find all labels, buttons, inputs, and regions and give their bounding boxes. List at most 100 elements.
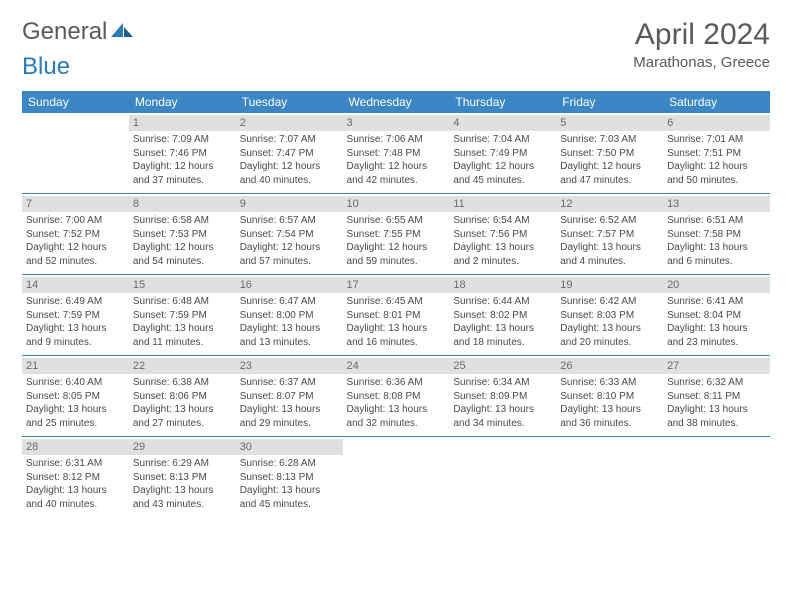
calendar-table: Sunday Monday Tuesday Wednesday Thursday…: [22, 91, 770, 517]
month-title: April 2024: [633, 18, 770, 52]
daylight-text: and 45 minutes.: [453, 174, 552, 188]
day-cell: 17Sunrise: 6:45 AMSunset: 8:01 PMDayligh…: [343, 275, 450, 356]
sunrise-text: Sunrise: 6:38 AM: [133, 376, 232, 390]
day-number: 23: [236, 358, 343, 374]
day-number: 22: [129, 358, 236, 374]
day-cell: 15Sunrise: 6:48 AMSunset: 7:59 PMDayligh…: [129, 275, 236, 356]
weekday-header: Thursday: [449, 91, 556, 113]
daylight-text: and 37 minutes.: [133, 174, 232, 188]
day-number: 12: [556, 196, 663, 212]
daylight-text: Daylight: 12 hours: [26, 241, 125, 255]
sunrise-text: Sunrise: 7:01 AM: [667, 133, 766, 147]
day-number: 14: [22, 277, 129, 293]
daylight-text: Daylight: 13 hours: [240, 403, 339, 417]
day-number: 26: [556, 358, 663, 374]
sunset-text: Sunset: 7:49 PM: [453, 147, 552, 161]
sunset-text: Sunset: 8:13 PM: [133, 471, 232, 485]
daylight-text: Daylight: 13 hours: [667, 403, 766, 417]
daylight-text: Daylight: 13 hours: [453, 241, 552, 255]
day-number: 13: [663, 196, 770, 212]
sunset-text: Sunset: 7:48 PM: [347, 147, 446, 161]
daylight-text: Daylight: 12 hours: [240, 241, 339, 255]
sunset-text: Sunset: 8:08 PM: [347, 390, 446, 404]
day-cell: 27Sunrise: 6:32 AMSunset: 8:11 PMDayligh…: [663, 356, 770, 437]
daylight-text: and 34 minutes.: [453, 417, 552, 431]
sunset-text: Sunset: 8:03 PM: [560, 309, 659, 323]
sunrise-text: Sunrise: 6:41 AM: [667, 295, 766, 309]
daylight-text: Daylight: 12 hours: [347, 160, 446, 174]
sunset-text: Sunset: 8:07 PM: [240, 390, 339, 404]
sunset-text: Sunset: 7:46 PM: [133, 147, 232, 161]
daylight-text: and 25 minutes.: [26, 417, 125, 431]
sunrise-text: Sunrise: 6:31 AM: [26, 457, 125, 471]
sunrise-text: Sunrise: 7:07 AM: [240, 133, 339, 147]
daylight-text: Daylight: 13 hours: [560, 241, 659, 255]
sunrise-text: Sunrise: 7:09 AM: [133, 133, 232, 147]
day-cell: 1 Sunrise: 7:09 AMSunset: 7:46 PMDaylight…: [129, 113, 236, 194]
day-cell: 25Sunrise: 6:34 AMSunset: 8:09 PMDayligh…: [449, 356, 556, 437]
day-number: 9: [236, 196, 343, 212]
day-cell: 16Sunrise: 6:47 AMSunset: 8:00 PMDayligh…: [236, 275, 343, 356]
sunset-text: Sunset: 7:51 PM: [667, 147, 766, 161]
day-number: 3: [343, 115, 450, 131]
week-row: 1Sunrise: 7:09 AMSunset: 7:46 PMDaylight…: [22, 113, 770, 194]
sunrise-text: Sunrise: 6:55 AM: [347, 214, 446, 228]
day-cell: 6 Sunrise: 7:01 AMSunset: 7:51 PMDaylight…: [663, 113, 770, 194]
daylight-text: Daylight: 13 hours: [560, 403, 659, 417]
daylight-text: Daylight: 12 hours: [133, 241, 232, 255]
day-number: 19: [556, 277, 663, 293]
daylight-text: Daylight: 12 hours: [667, 160, 766, 174]
sunrise-text: Sunrise: 7:03 AM: [560, 133, 659, 147]
daylight-text: and 42 minutes.: [347, 174, 446, 188]
daylight-text: Daylight: 13 hours: [26, 403, 125, 417]
daylight-text: and 11 minutes.: [133, 336, 232, 350]
day-cell: [663, 437, 770, 518]
day-number: 8: [129, 196, 236, 212]
daylight-text: and 9 minutes.: [26, 336, 125, 350]
sunrise-text: Sunrise: 7:04 AM: [453, 133, 552, 147]
weekday-header-row: Sunday Monday Tuesday Wednesday Thursday…: [22, 91, 770, 113]
day-number: 6: [663, 115, 770, 131]
sunrise-text: Sunrise: 6:58 AM: [133, 214, 232, 228]
day-cell: 5Sunrise: 7:03 AMSunset: 7:50 PMDaylight…: [556, 113, 663, 194]
daylight-text: and 16 minutes.: [347, 336, 446, 350]
daylight-text: and 50 minutes.: [667, 174, 766, 188]
day-number: 2: [236, 115, 343, 131]
daylight-text: Daylight: 13 hours: [453, 403, 552, 417]
sunset-text: Sunset: 7:55 PM: [347, 228, 446, 242]
daylight-text: Daylight: 12 hours: [133, 160, 232, 174]
day-cell: 14Sunrise: 6:49 AMSunset: 7:59 PMDayligh…: [22, 275, 129, 356]
day-cell: 8 Sunrise: 6:58 AMSunset: 7:53 PMDaylight…: [129, 194, 236, 275]
day-number: 21: [22, 358, 129, 374]
day-number: 1: [129, 115, 236, 131]
day-number: 17: [343, 277, 450, 293]
day-cell: [22, 113, 129, 194]
day-number: 4: [449, 115, 556, 131]
daylight-text: Daylight: 13 hours: [560, 322, 659, 336]
day-cell: 24Sunrise: 6:36 AMSunset: 8:08 PMDayligh…: [343, 356, 450, 437]
daylight-text: Daylight: 13 hours: [133, 484, 232, 498]
day-cell: 9Sunrise: 6:57 AMSunset: 7:54 PMDaylight…: [236, 194, 343, 275]
day-cell: 11Sunrise: 6:54 AMSunset: 7:56 PMDayligh…: [449, 194, 556, 275]
daylight-text: and 18 minutes.: [453, 336, 552, 350]
week-row: 21Sunrise: 6:40 AMSunset: 8:05 PMDayligh…: [22, 356, 770, 437]
daylight-text: and 27 minutes.: [133, 417, 232, 431]
title-block: April 2024 Marathonas, Greece: [633, 18, 770, 71]
daylight-text: Daylight: 12 hours: [560, 160, 659, 174]
sunset-text: Sunset: 7:53 PM: [133, 228, 232, 242]
daylight-text: and 13 minutes.: [240, 336, 339, 350]
daylight-text: and 45 minutes.: [240, 498, 339, 512]
daylight-text: Daylight: 12 hours: [453, 160, 552, 174]
day-cell: 28Sunrise: 6:31 AMSunset: 8:12 PMDayligh…: [22, 437, 129, 518]
day-number: 29: [129, 439, 236, 455]
sunrise-text: Sunrise: 6:52 AM: [560, 214, 659, 228]
sunset-text: Sunset: 8:02 PM: [453, 309, 552, 323]
sunrise-text: Sunrise: 6:57 AM: [240, 214, 339, 228]
sunrise-text: Sunrise: 6:44 AM: [453, 295, 552, 309]
daylight-text: and 38 minutes.: [667, 417, 766, 431]
sunset-text: Sunset: 8:00 PM: [240, 309, 339, 323]
day-cell: 7Sunrise: 7:00 AMSunset: 7:52 PMDaylight…: [22, 194, 129, 275]
day-number: 28: [22, 439, 129, 455]
sunset-text: Sunset: 7:59 PM: [133, 309, 232, 323]
sunrise-text: Sunrise: 6:28 AM: [240, 457, 339, 471]
